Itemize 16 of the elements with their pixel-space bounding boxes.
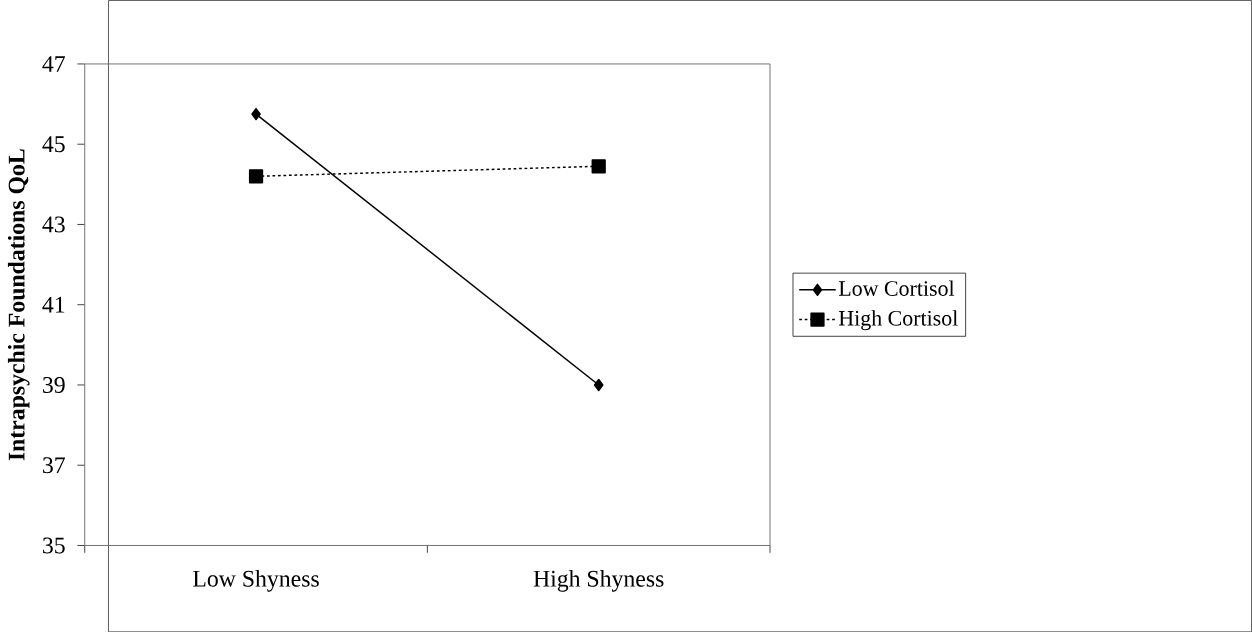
- x-tick-label: High Shyness: [533, 569, 664, 592]
- y-tick-label: 35: [43, 537, 65, 554]
- point: [591, 159, 606, 174]
- y-tick-label: 47: [42, 55, 65, 72]
- point: [593, 378, 604, 392]
- y-tick-label: 45: [42, 136, 65, 152]
- y-tick-label: 41: [42, 296, 65, 313]
- legend-label: Low Cortisol: [838, 280, 955, 296]
- point: [251, 107, 261, 121]
- point: [248, 169, 264, 184]
- y-axis-title: Intrapsychic Foundations QoL: [7, 149, 30, 461]
- legend-label: High Cortisol: [838, 310, 958, 330]
- x-tick-label: Low Shyness: [193, 569, 319, 592]
- y-tick-label: 43: [42, 216, 65, 233]
- y-tick-label: 39: [43, 376, 65, 393]
- y-tick-label: 37: [43, 457, 65, 474]
